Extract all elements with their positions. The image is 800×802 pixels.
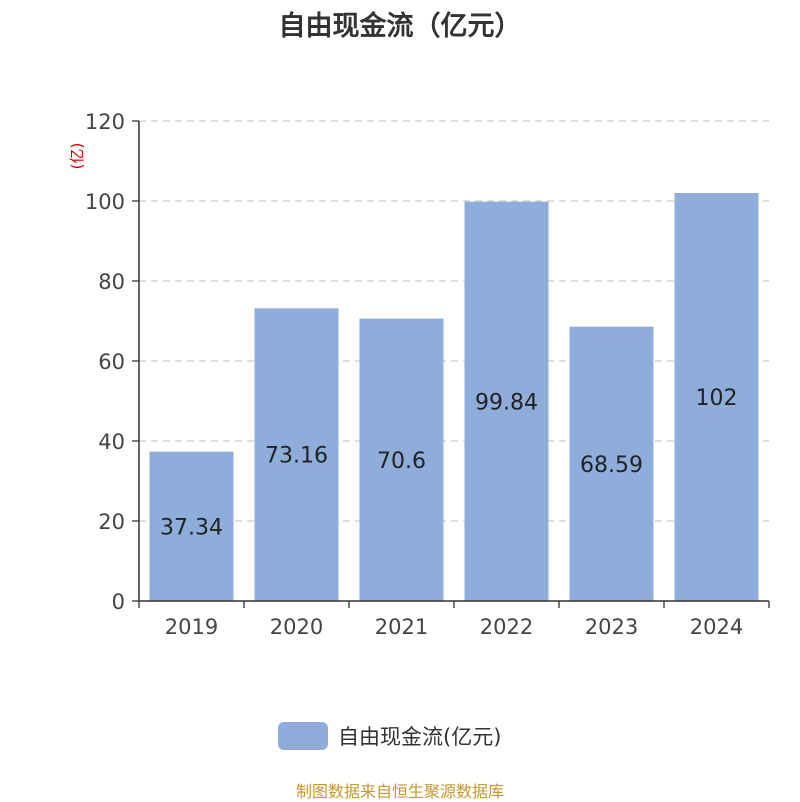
x-tick-label: 2020: [270, 615, 323, 639]
y-axis-label: (亿): [68, 143, 86, 170]
bar: [149, 451, 234, 601]
bars: [149, 193, 759, 601]
bar: [674, 193, 759, 601]
bar-value-label: 99.84: [475, 390, 538, 415]
bar-value-label: 102: [696, 386, 738, 411]
bar-value-label: 37.34: [160, 515, 223, 540]
legend-label: 自由现金流(亿元): [338, 725, 502, 749]
x-tick-label: 2019: [165, 615, 218, 639]
y-tick-label: 60: [98, 350, 125, 374]
axes: 0 20 40 60 80 100 120 2019 2020 2021 2022 2023 2024: [85, 110, 770, 639]
y-tick-label: 40: [98, 430, 125, 454]
y-tick-label: 120: [85, 110, 125, 134]
bar-value-label: 70.6: [377, 449, 426, 474]
bar-value-label: 73.16: [265, 444, 328, 469]
bar: [569, 326, 654, 601]
gridlines: [139, 120, 769, 522]
y-tick-label: 20: [98, 510, 125, 534]
bar-value-label: 68.59: [580, 453, 643, 478]
bar: [254, 308, 339, 601]
data-labels: 37.34 73.16 70.6 99.84 68.59 102: [160, 386, 737, 540]
x-tick-label: 2023: [585, 615, 638, 639]
legend-swatch: [278, 722, 328, 750]
y-tick-label: 0: [112, 590, 125, 614]
legend[interactable]: 自由现金流(亿元): [278, 720, 501, 752]
bar: [359, 318, 444, 601]
x-tick-label: 2024: [690, 615, 743, 639]
chart-title: 自由现金流（亿元）: [278, 11, 522, 42]
x-tick-label: 2022: [480, 615, 533, 639]
y-tick-label: 80: [98, 270, 125, 294]
y-tick-label: 100: [85, 190, 125, 214]
bar: [464, 201, 549, 601]
source-note: 制图数据来自恒生聚源数据库: [295, 782, 504, 801]
x-tick-label: 2021: [375, 615, 428, 639]
